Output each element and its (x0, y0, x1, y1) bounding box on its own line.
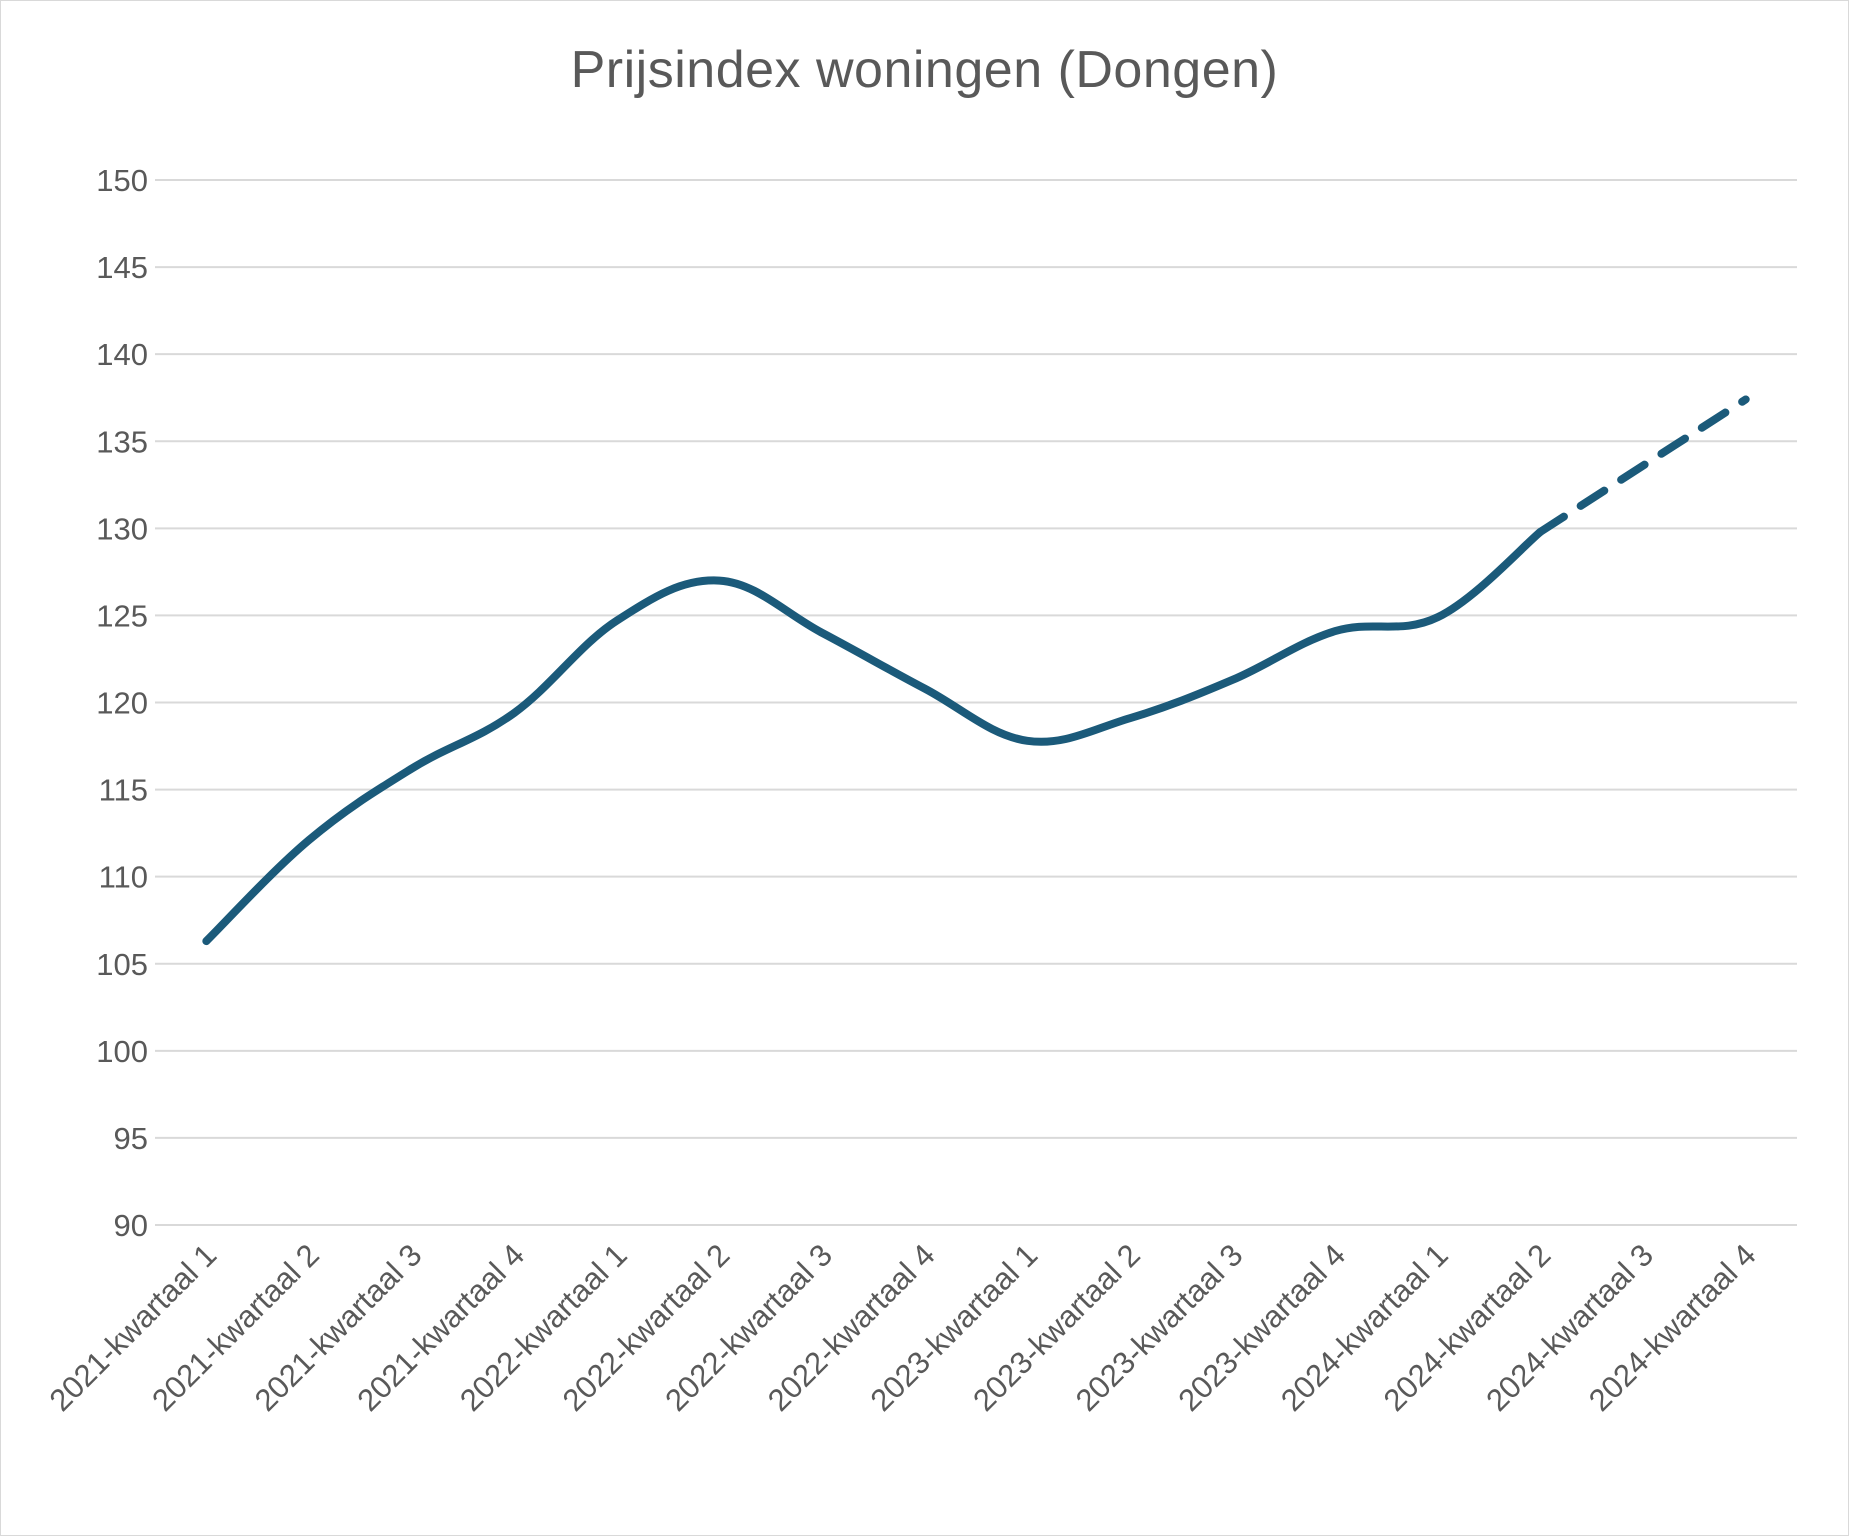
y-tick-label: 145 (96, 250, 148, 285)
y-tick-label: 130 (96, 511, 148, 546)
series-line-forecast (1536, 395, 1750, 536)
y-tick-label: 105 (96, 947, 148, 982)
y-tick-label: 140 (96, 337, 148, 372)
series-lines (202, 395, 1750, 946)
y-tick-label: 110 (99, 860, 148, 895)
chart-title: Prijsindex woningen (Dongen) (570, 41, 1279, 99)
y-tick-label: 120 (96, 686, 148, 721)
y-tick-label: 135 (96, 424, 148, 459)
y-tick-label: 90 (114, 1208, 148, 1243)
y-tick-label: 125 (96, 598, 148, 633)
series-line-actual (202, 527, 1545, 946)
y-axis-ticks: 90 95 100 105 110 115 120 125 130 135 140 145 150 (96, 163, 148, 1243)
y-tick-label: 95 (114, 1121, 148, 1156)
gridlines (155, 179, 1797, 1226)
y-tick-label: 150 (96, 163, 148, 198)
y-tick-label: 100 (96, 1034, 148, 1069)
y-tick-label: 115 (99, 773, 148, 808)
